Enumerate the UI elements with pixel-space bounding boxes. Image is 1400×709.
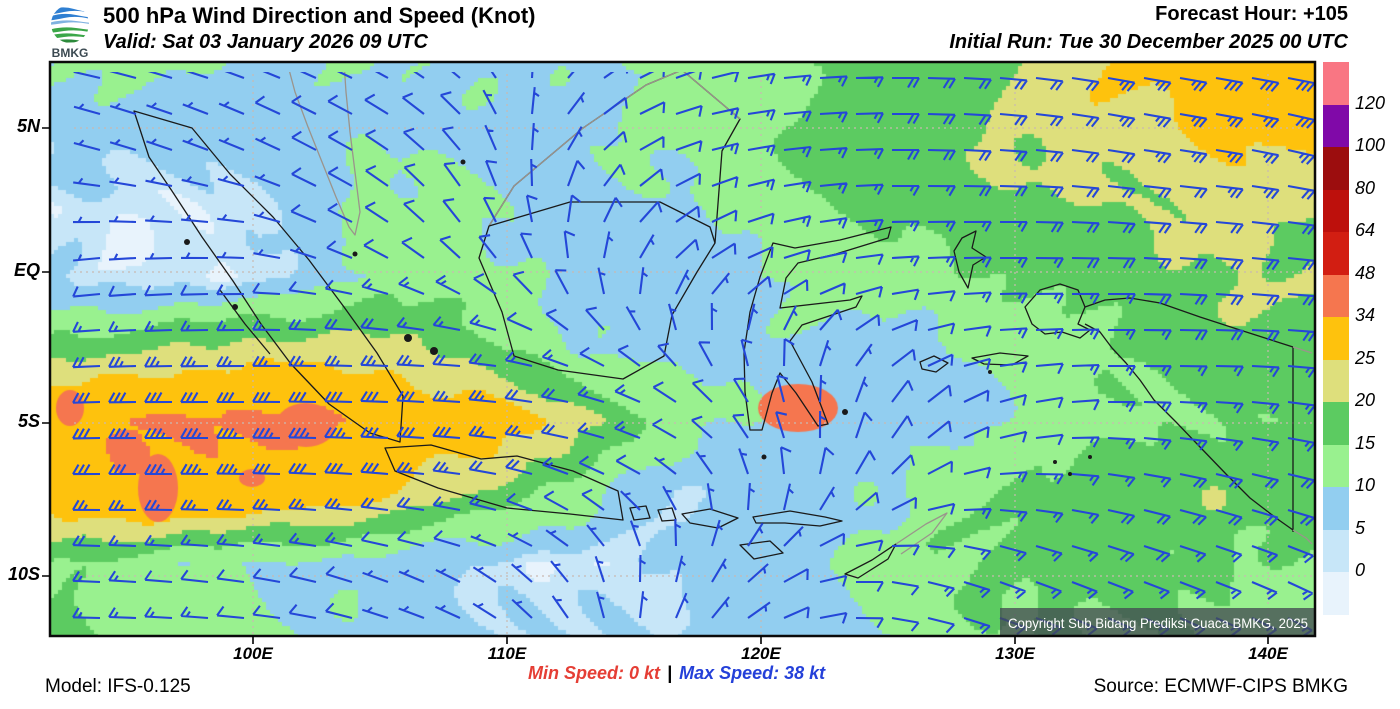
colorbar-segment — [1323, 317, 1349, 360]
colorbar-segment — [1323, 529, 1349, 572]
coastline-halmahera — [953, 230, 987, 289]
latitude-label: 5N — [16, 116, 40, 136]
coastline-papua-south-coast — [1084, 323, 1294, 531]
max-speed-label: Max Speed: 38 kt — [679, 663, 826, 683]
small-island — [1088, 455, 1092, 459]
map-layers: Copyright Sub Bidang Prediksi Cuaca BMKG… — [70, 72, 1316, 638]
valid-time: Valid: Sat 03 January 2026 09 UTC — [103, 31, 428, 53]
longitude-label: 100E — [233, 644, 273, 663]
initial-run: Initial Run: Tue 30 December 2025 00 UTC — [949, 31, 1348, 53]
colorbar-tick-label: 5 — [1355, 517, 1366, 538]
bmkg-logo-icon: BMKG — [51, 5, 89, 60]
coastline-seram — [971, 352, 1029, 366]
coastline-png-coast — [1292, 346, 1313, 545]
colorbar-tick-label: 120 — [1355, 92, 1386, 113]
coastline-timor-east — [895, 512, 948, 555]
small-island — [460, 159, 466, 165]
small-island — [430, 347, 438, 355]
coastline-papua-birdhead — [1024, 283, 1091, 339]
colorbar-segment — [1323, 232, 1349, 275]
wind-map-overlay: Copyright Sub Bidang Prediksi Cuaca BMKG… — [42, 60, 1317, 644]
colorbar-segment — [1323, 274, 1349, 317]
small-island — [232, 304, 238, 310]
latitude-label: 5S — [17, 411, 40, 431]
colorbar-tick-label: 80 — [1355, 177, 1376, 198]
min-speed-label: Min Speed: 0 kt — [528, 663, 661, 683]
coastline-java — [384, 444, 624, 521]
colorbar-segment — [1323, 359, 1349, 402]
colorbar-tick-label: 20 — [1355, 390, 1376, 410]
small-island — [761, 454, 767, 460]
coastline-papua-north-coast — [1084, 297, 1294, 348]
minmax-speed-line: Min Speed: 0 kt | Max Speed: 38 kt — [528, 663, 825, 684]
minmax-separator: | — [667, 663, 673, 683]
coastline-sulawesi — [743, 226, 892, 431]
colorbar-tick-label: 15 — [1355, 432, 1376, 453]
small-island — [404, 334, 412, 342]
coastline-borneo — [478, 72, 741, 380]
coastline-kalimantan-border — [488, 201, 716, 244]
colorbar-tick-label: 100 — [1355, 135, 1386, 155]
latitude-label: EQ — [13, 260, 40, 280]
small-island — [842, 409, 848, 415]
small-island — [352, 251, 358, 257]
colorbar-tick-label: 34 — [1355, 305, 1376, 325]
longitude-label: 140E — [1248, 644, 1288, 663]
colorbar-tick-label: 64 — [1355, 220, 1376, 240]
small-island — [1053, 460, 1057, 464]
coastline-sumba — [739, 540, 784, 560]
colorbar-segment — [1323, 147, 1349, 190]
small-island — [1068, 472, 1072, 476]
model-label: Model: IFS-0.125 — [45, 676, 191, 697]
wind-barbs — [72, 72, 1316, 638]
colorbar-segment — [1323, 444, 1349, 487]
coastline-flores — [752, 510, 843, 527]
longitude-label: 130E — [995, 644, 1035, 663]
colorbar-tick-label: 0 — [1355, 560, 1366, 580]
forecast-hour: Forecast Hour: +105 — [1155, 3, 1348, 25]
map-border — [48, 60, 1317, 638]
small-island — [184, 239, 190, 245]
colorbar-segment — [1323, 62, 1349, 105]
page-title: 500 hPa Wind Direction and Speed (Knot) — [103, 3, 536, 28]
colorbar-segment — [1323, 572, 1349, 615]
longitude-label: 120E — [741, 644, 781, 663]
bmkg-logo-text: BMKG — [52, 46, 89, 60]
colorbar-segment — [1323, 189, 1349, 232]
coastline-bali-lombok-sumbawa — [629, 505, 739, 529]
colorbar-tick-label: 10 — [1355, 475, 1376, 495]
coastline-malay-peninsula — [288, 72, 361, 236]
coastline-timor-west — [844, 543, 897, 579]
longitude-label: 110E — [487, 644, 527, 663]
small-island — [988, 370, 992, 374]
colorbar-tick-label: 48 — [1355, 262, 1376, 283]
source-label: Source: ECMWF-CIPS BMKG — [1093, 676, 1348, 697]
axis-tick-marks — [42, 127, 1269, 644]
latitude-label: 10S — [7, 564, 40, 584]
copyright-strip — [1000, 608, 1315, 636]
colorbar-segment — [1323, 402, 1349, 445]
coastline-mentawai — [219, 289, 271, 355]
coastline-buru — [919, 355, 949, 373]
copyright-text: Copyright Sub Bidang Prediksi Cuaca BMKG… — [1008, 615, 1308, 631]
speed-colorbar — [1323, 62, 1349, 615]
colorbar-tick-label: 25 — [1355, 347, 1376, 368]
colorbar-segment — [1323, 487, 1349, 530]
colorbar-segment — [1323, 104, 1349, 147]
